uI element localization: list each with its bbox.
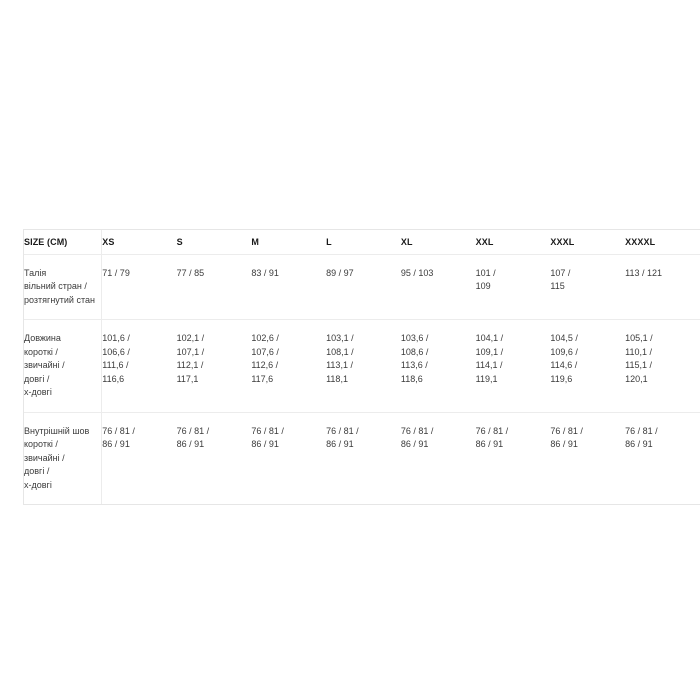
cell-inseam-xxxl: 76 / 81 / 86 / 91 (550, 425, 583, 450)
row-label-length: Довжина короткі / звичайні / довгі / х-д… (24, 319, 103, 413)
cell-waist-xxxl: 107 / 115 (550, 254, 626, 320)
row-label-line: Внутрішній шов (24, 425, 90, 436)
cell-waist-xl: 95 / 103 (400, 254, 476, 320)
column-header-s: S (176, 230, 252, 255)
row-label-line: довгі / (24, 373, 50, 384)
row-label-line: звичайні / (24, 452, 65, 463)
cell-length-xs: 101,6 / 106,6 / 111,6 / 116,6 (101, 319, 177, 413)
cell-length-m: 102,6 / 107,6 / 112,6 / 117,6 (251, 319, 327, 413)
column-header-xs: XS (101, 230, 177, 255)
row-label-line: розтягнутий стан (24, 294, 95, 305)
cell-length-xxxxl: 105,1 / 110,1 / 115,1 / 120,1 (625, 319, 700, 413)
cell-waist-l: 89 / 97 (326, 254, 401, 320)
column-header-xl: XL (400, 230, 476, 255)
cell-waist-xxl: 101 / 109 (475, 254, 551, 320)
cell-length-xl: 103,6 / 108,6 / 113,6 / 118,6 (400, 319, 476, 413)
cell-inseam-xxl: 76 / 81 / 86 / 91 (475, 425, 509, 450)
row-label-line: короткі / (24, 346, 58, 357)
column-header-m: M (251, 230, 327, 255)
row-label-line: х-довгі (24, 479, 52, 490)
cell-length-s: 102,1 / 107,1 / 112,1 / 117,1 (176, 319, 252, 413)
cell-inseam-xxxxl: 76 / 81 / 86 / 91 (625, 425, 658, 450)
column-header-xxxxl: XXXXL (625, 230, 700, 255)
column-header-xxl: XXL (475, 230, 551, 255)
cell-inseam-s: 76 / 81 / 86 / 91 (176, 425, 210, 450)
size-chart-table: SIZE (CM) XS S M L XL XXL XXXL XXXXL Тал… (24, 230, 700, 504)
row-label-line: Талія (24, 267, 47, 278)
cell-length-xxl: 104,1 / 109,1 / 114,1 / 119,1 (475, 319, 551, 413)
cell-inseam-m: 76 / 81 / 86 / 91 (251, 425, 284, 450)
table-row: Довжина короткі / звичайні / довгі / х-д… (24, 319, 700, 413)
row-label-line: короткі / (24, 439, 58, 449)
cell-inseam-l: 76 / 81 / 86 / 91 (326, 425, 359, 450)
cell-waist-m: 83 / 91 (251, 254, 327, 320)
row-label-inseam: Внутрішній шов короткі / звичайні / довг… (24, 412, 103, 504)
cell-inseam-xs: 76 / 81 / 86 / 91 (102, 425, 135, 450)
cell-length-l: 103,1 / 108,1 / 113,1 / 118,1 (326, 319, 401, 413)
column-header-xxxl: XXXL (550, 230, 626, 255)
cell-waist-xs: 71 / 79 (101, 254, 177, 320)
table-row: Внутрішній шов короткі / звичайні / довг… (24, 412, 700, 504)
cell-inseam-xl: 76 / 81 / 86 / 91 (400, 425, 434, 450)
row-label-line: довгі / (24, 466, 50, 476)
table-header-row: SIZE (CM) XS S M L XL XXL XXXL XXXXL (24, 230, 700, 255)
column-header-l: L (326, 230, 401, 255)
size-chart-container: SIZE (CM) XS S M L XL XXL XXXL XXXXL Тал… (23, 229, 700, 505)
row-label-waist: Талія вільний стран / розтягнутий стан (24, 254, 103, 320)
table-row: Талія вільний стран / розтягнутий стан 7… (24, 254, 700, 320)
cell-waist-xxxxl: 113 / 121 (625, 254, 700, 320)
column-header-size-cm: SIZE (CM) (24, 230, 103, 255)
row-label-line: х-довгі (24, 387, 52, 397)
row-label-line: вільний стран / (24, 281, 87, 291)
cell-waist-s: 77 / 85 (176, 254, 252, 320)
cell-length-xxxl: 104,5 / 109,6 / 114,6 / 119,6 (550, 319, 626, 413)
row-label-line: Довжина (24, 333, 61, 343)
row-label-line: звичайні / (24, 360, 65, 370)
